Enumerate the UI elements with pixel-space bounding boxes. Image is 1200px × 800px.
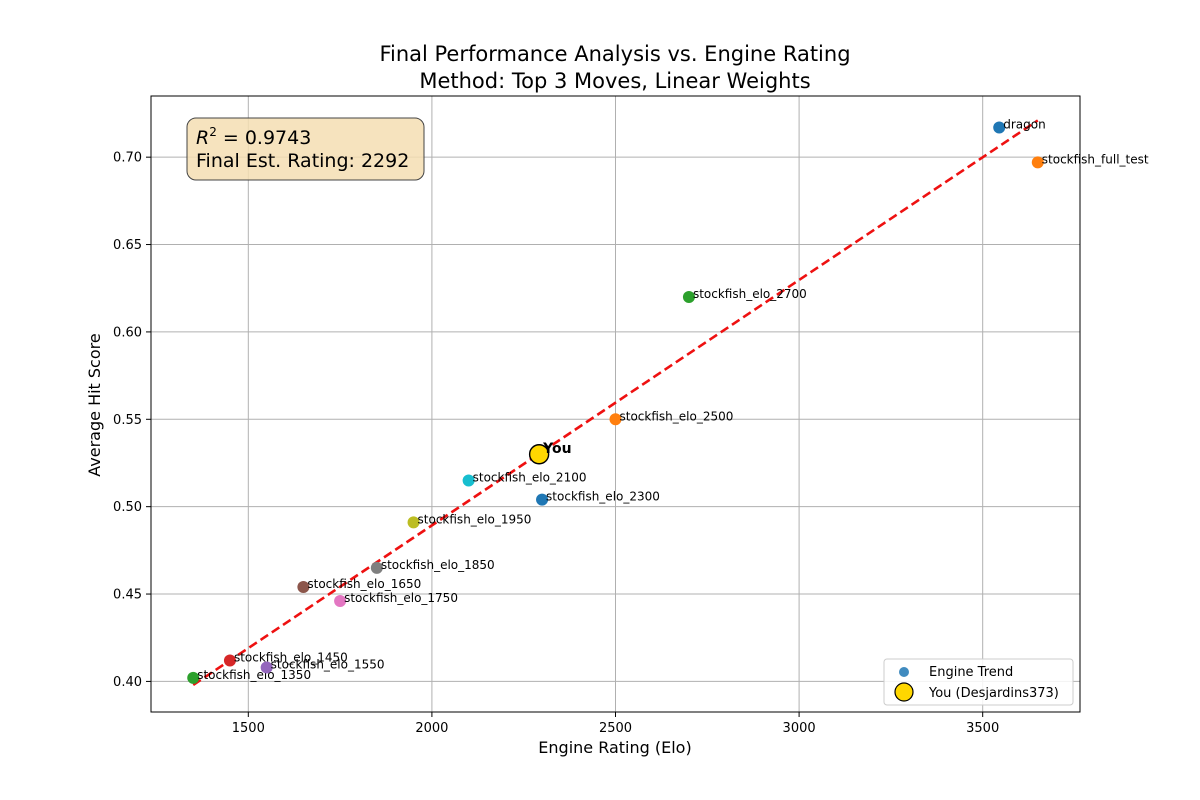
engine-point-label: stockfish_elo_1950 [418, 512, 532, 526]
engine-point-label: stockfish_elo_2500 [620, 409, 734, 423]
r-squared-text: R2 = 0.9743 [196, 125, 311, 149]
y-tick-label: 0.55 [113, 413, 142, 428]
engine-point [462, 474, 475, 487]
legend: Engine Trend You (Desjardins373) [883, 658, 1074, 706]
trend-line-group [192, 119, 1039, 686]
engine-point [682, 290, 695, 303]
engine-point [993, 121, 1006, 134]
engine-point [609, 413, 622, 426]
trend-line [192, 119, 1039, 686]
engine-point-label: stockfish_elo_1750 [344, 591, 458, 605]
x-tick-label: 2500 [599, 721, 632, 736]
y-tick-label: 0.70 [113, 151, 142, 166]
x-axis-label: Engine Rating (Elo) [538, 738, 691, 757]
chart-title: Final Performance Analysis vs. Engine Ra… [379, 42, 850, 66]
engine-point [223, 654, 236, 667]
r-squared-superscript: 2 [209, 125, 217, 139]
legend-you-marker [894, 682, 914, 702]
engine-point [297, 581, 310, 594]
legend-engine-trend-label: Engine Trend [929, 665, 1013, 680]
data-points: stockfish_elo_1350stockfish_elo_1450stoc… [187, 117, 1149, 684]
y-tick-label: 0.65 [113, 238, 142, 253]
r-squared-symbol: R [196, 127, 209, 149]
x-tick-label: 1500 [232, 721, 265, 736]
engine-point-label: stockfish_elo_1850 [381, 558, 495, 572]
engine-point-label: dragon [1003, 117, 1045, 131]
info-box: R2 = 0.9743 Final Est. Rating: 2292 [186, 117, 425, 181]
engine-point [334, 595, 347, 608]
you-point [528, 444, 550, 465]
plot-frame [150, 95, 1081, 713]
engine-point-label: stockfish_full_test [1042, 152, 1149, 166]
engine-point-label: stockfish_elo_1350 [197, 668, 311, 682]
engine-point-label: stockfish_elo_1450 [234, 650, 348, 664]
y-tick-label: 0.45 [113, 588, 142, 603]
engine-point-label: stockfish_elo_2300 [546, 490, 660, 504]
x-tick-label: 2000 [415, 721, 448, 736]
info-box-background [186, 117, 425, 181]
x-tick-label: 3000 [783, 721, 816, 736]
legend-engine-trend-marker [899, 667, 909, 677]
x-tick-label: 3500 [966, 721, 999, 736]
engine-point-label: stockfish_elo_2100 [473, 470, 587, 484]
y-tick-label: 0.50 [113, 500, 142, 515]
r-squared-value: = 0.9743 [217, 127, 311, 149]
y-tick-label: 0.40 [113, 675, 142, 690]
y-axis-label: Average Hit Score [85, 333, 104, 476]
y-tick-label: 0.60 [113, 325, 142, 340]
engine-point-label: stockfish_elo_1650 [307, 577, 421, 591]
you-point-label: You [542, 441, 571, 457]
legend-you-label: You (Desjardins373) [928, 686, 1059, 701]
engine-point [370, 561, 383, 574]
chart-subtitle: Method: Top 3 Moves, Linear Weights [419, 69, 810, 93]
engine-point [187, 671, 200, 684]
engine-point [407, 516, 420, 529]
estimated-rating-text: Final Est. Rating: 2292 [196, 150, 409, 172]
legend-box [883, 658, 1074, 706]
engine-point [260, 661, 273, 674]
axis-ticks: 1500 2000 2500 3000 3500 0.40 0.45 0.50 0.55 0.60… [113, 151, 999, 736]
engine-point [536, 493, 549, 506]
engine-point [1031, 156, 1044, 169]
engine-point-label: stockfish_elo_1550 [271, 657, 385, 671]
engine-point-label: stockfish_elo_2700 [693, 287, 807, 301]
